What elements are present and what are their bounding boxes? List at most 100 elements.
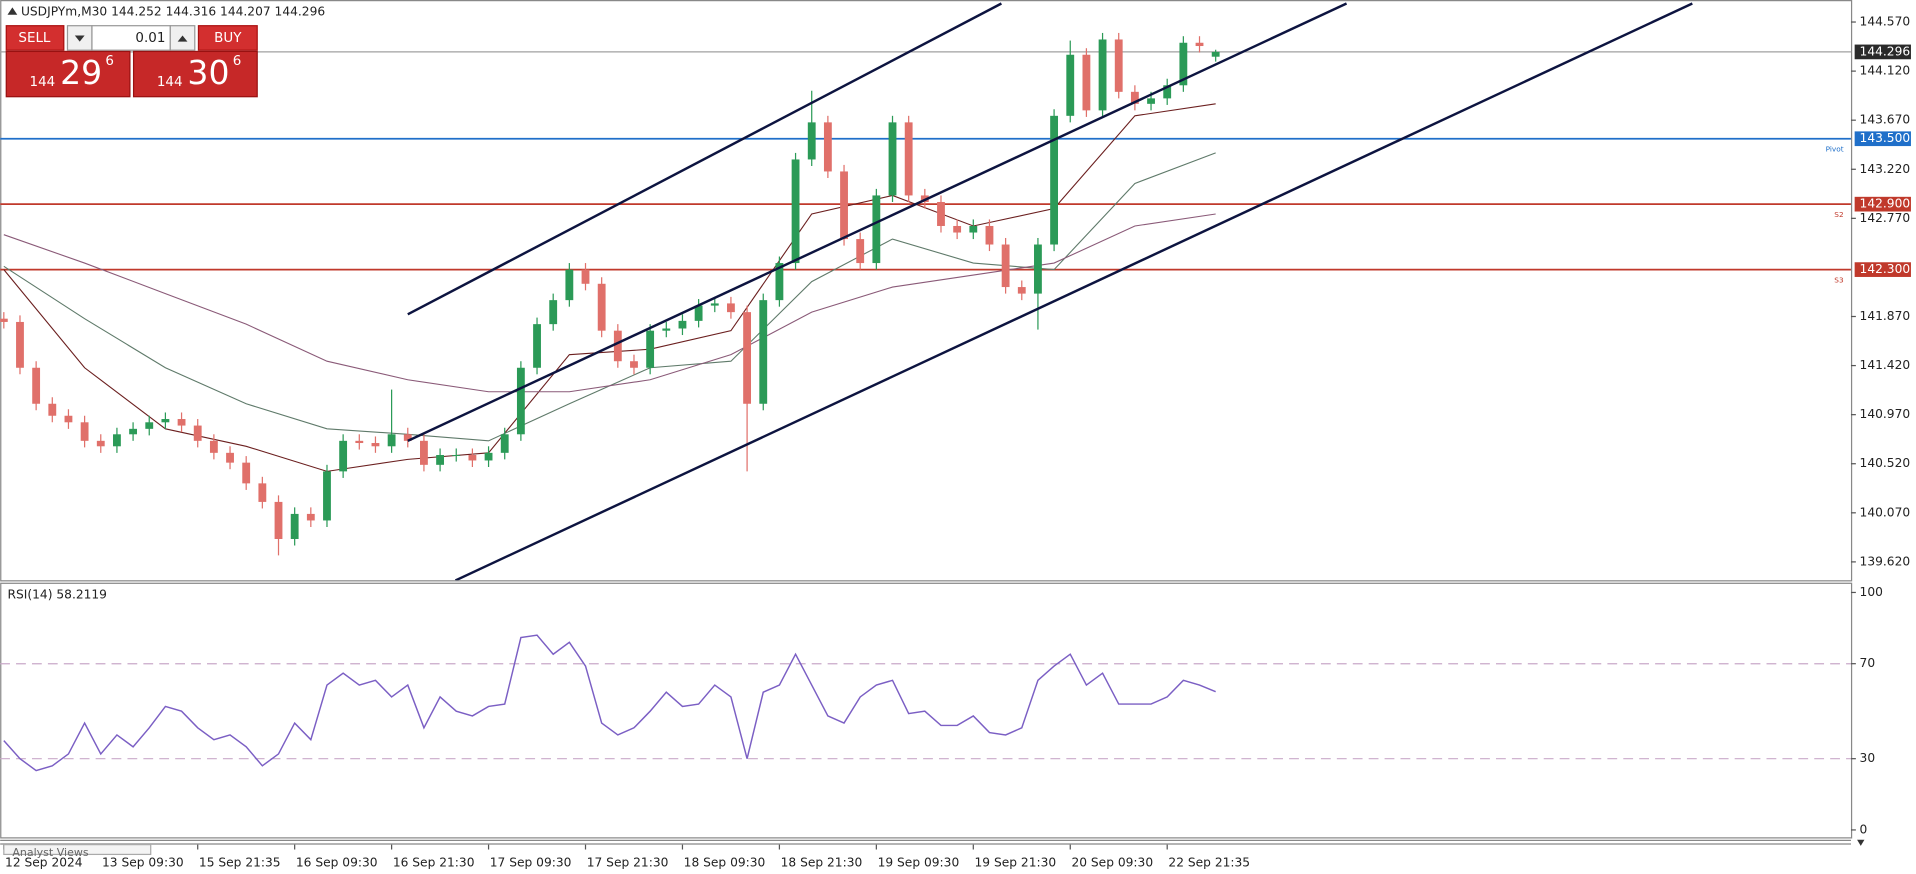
price-plot <box>0 2 1851 581</box>
candle-body <box>1114 39 1123 92</box>
candle-body <box>597 283 606 331</box>
candle-body <box>759 300 768 404</box>
candle-body <box>969 225 978 233</box>
level-label: 142.300 <box>1860 262 1911 276</box>
y-tick-label: 140.070 <box>1860 505 1911 519</box>
level-note: S3 <box>1834 276 1844 285</box>
candle-body <box>484 452 493 461</box>
rsi-title: RSI(14) 58.2119 <box>7 587 106 601</box>
x-tick-label: 19 Sep 09:30 <box>878 855 960 869</box>
candle-body <box>904 122 913 196</box>
sell-price-big: 144 <box>30 75 56 90</box>
candle-body <box>274 501 283 539</box>
level-label-box <box>1854 196 1911 212</box>
candle-body <box>420 440 428 465</box>
candle-body <box>1001 244 1010 288</box>
sell-button[interactable] <box>5 25 65 51</box>
candle-body <box>1179 42 1188 86</box>
candle-body <box>306 513 315 521</box>
x-tick-label: 18 Sep 21:30 <box>781 855 863 869</box>
candle-body <box>743 312 752 404</box>
x-tick-label: 17 Sep 09:30 <box>490 855 572 869</box>
candle-body <box>452 455 461 456</box>
candle-body <box>436 455 445 465</box>
candle-body <box>16 321 24 368</box>
current-price-box <box>1854 44 1911 60</box>
candle-body <box>581 269 590 284</box>
candle-body <box>727 303 735 313</box>
moving-average <box>3 103 1216 472</box>
candle-body <box>290 513 299 539</box>
footer-tab[interactable] <box>3 844 152 856</box>
candle-body <box>371 443 380 447</box>
candle-body <box>1034 244 1042 294</box>
lot-down-icon <box>74 35 85 42</box>
candle-body <box>953 225 962 233</box>
x-tick-label: 15 Sep 21:35 <box>199 855 281 869</box>
sell-price-frac: 6 <box>105 54 114 69</box>
candle-body <box>387 434 396 447</box>
y-tick-label: 144.120 <box>1860 64 1911 78</box>
candle-body <box>242 462 251 484</box>
axes: 144.570 144.120 143.670 143.220 142.770 141.8… <box>3 15 1911 869</box>
candle-body <box>888 122 897 196</box>
candle-body <box>1050 115 1059 245</box>
trade-panel: SELL 0.01 BUY 144 29 6 144 30 6 <box>5 25 258 98</box>
collapse-icon[interactable] <box>7 7 18 15</box>
buy-price-big: 144 <box>157 75 183 90</box>
current-price-label: 144.296 <box>1860 44 1911 58</box>
candle-body <box>565 269 574 301</box>
x-tick-label: 13 Sep 09:30 <box>102 855 184 869</box>
x-tick-label: 18 Sep 09:30 <box>684 855 766 869</box>
candle-body <box>662 328 671 331</box>
chart-title: USDJPYm,M30 144.252 144.316 144.207 144.… <box>21 5 325 19</box>
rsi-plot <box>0 634 1851 772</box>
candle-body <box>1098 39 1107 111</box>
buy-price-box[interactable] <box>132 50 258 98</box>
candle-body <box>1082 54 1091 111</box>
candle-body <box>323 471 331 521</box>
candle-body <box>258 483 267 502</box>
buy-button[interactable] <box>197 25 258 51</box>
lot-up-icon <box>177 35 188 42</box>
candle-body <box>193 425 202 441</box>
y-tick-label: 143.220 <box>1860 162 1911 176</box>
footer-tab-label: Analyst Views <box>12 846 88 859</box>
level-label-box <box>1854 131 1911 147</box>
candle-body <box>355 440 364 444</box>
x-tick-label: 12 Sep 2024 <box>5 855 83 869</box>
candle-body <box>630 361 638 368</box>
candle-body <box>613 330 622 362</box>
candle-body <box>549 300 558 325</box>
trend-line <box>454 2 1693 581</box>
level-note: Pivot <box>1826 145 1844 154</box>
candle-body <box>129 428 138 435</box>
candle-body <box>840 171 848 240</box>
price-panel <box>0 0 1853 582</box>
trend-line <box>407 2 1348 442</box>
scroll-icon <box>1857 839 1865 846</box>
candle-body <box>807 122 816 160</box>
x-tick-label: 22 Sep 21:35 <box>1168 855 1250 869</box>
candle-body <box>161 419 170 423</box>
candle-body <box>646 330 655 368</box>
rsi-panel <box>0 582 1853 839</box>
lot-value: 0.01 <box>135 31 165 46</box>
candle-body <box>500 434 509 453</box>
lot-field[interactable] <box>91 25 171 51</box>
candle-body <box>48 403 57 416</box>
candle-body <box>985 225 994 245</box>
candle-body <box>1195 42 1204 47</box>
candle-body <box>0 318 8 322</box>
candle-body <box>694 305 703 321</box>
sell-price-box[interactable] <box>5 50 131 98</box>
sell-price-pips: 29 <box>60 53 102 92</box>
x-tick-label: 16 Sep 09:30 <box>296 855 378 869</box>
candle-body <box>468 455 477 461</box>
candle-body <box>209 440 218 453</box>
candle-body <box>791 159 800 264</box>
candle-body <box>1211 51 1220 57</box>
candle-body <box>1066 54 1075 116</box>
